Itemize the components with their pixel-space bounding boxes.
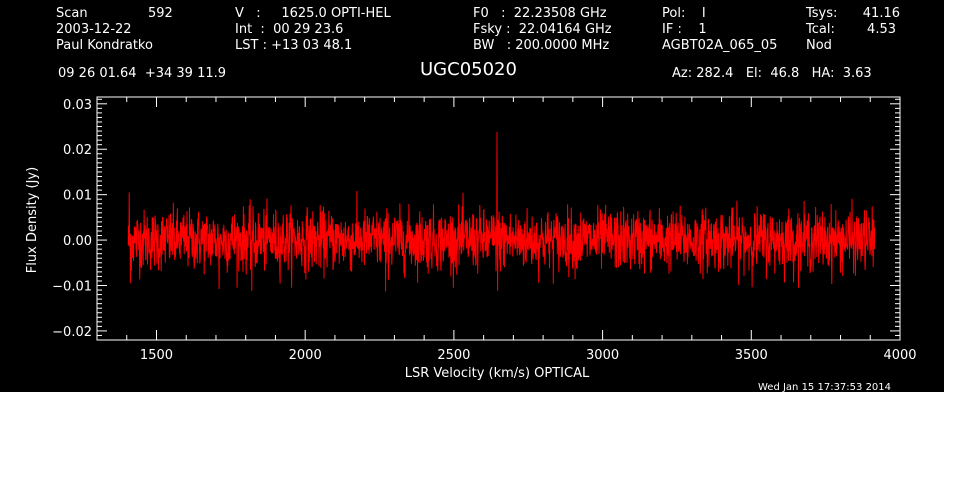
x-tick-label: 2500 xyxy=(437,348,470,363)
tick-labels: 1500 2000 2500 3000 3500 4000 −0.02 −0.01 0.00 0.… xyxy=(52,98,916,363)
tcal-label: Tcal: xyxy=(806,22,835,37)
velocity-line: V : 1625.0 OPTI-HEL xyxy=(235,6,391,21)
observer-name: Paul Kondratko xyxy=(56,38,153,53)
x-tick-label: 2000 xyxy=(289,348,322,363)
obs-date: 2003-12-22 xyxy=(56,22,132,37)
procedure-id: AGBT02A_065_05 xyxy=(662,38,778,53)
x-tick-label: 3500 xyxy=(735,348,768,363)
x-tick-label: 4000 xyxy=(883,348,916,363)
bandwidth-line: BW : 200.0000 MHz xyxy=(473,38,610,53)
integration-line: Int : 00 29 23.6 xyxy=(235,22,344,37)
tsys-value: 41.16 xyxy=(862,6,900,21)
fsky-line: Fsky : 22.04164 GHz xyxy=(473,22,612,37)
scan-value: 592 xyxy=(148,6,173,21)
plot-frame xyxy=(96,96,901,341)
scan-label: Scan xyxy=(56,6,88,21)
timestamp: Wed Jan 15 17:37:53 2014 xyxy=(758,382,892,392)
x-tick-label: 1500 xyxy=(140,348,173,363)
spectrum-line xyxy=(127,131,876,292)
spectrum-series xyxy=(127,131,876,292)
x-axis-label: LSR Velocity (km/s) OPTICAL xyxy=(405,366,590,381)
y-tick-label: −0.01 xyxy=(52,279,92,294)
obs-mode: Nod xyxy=(806,38,832,53)
y-axis-label: Flux Density (Jy) xyxy=(25,167,40,273)
f0-line: F0 : 22.23508 GHz xyxy=(473,6,607,21)
y-tick-label: 0.02 xyxy=(63,143,92,158)
source-coordinates: 09 26 01.64 +34 39 11.9 xyxy=(58,66,227,81)
plot-panel: Scan 592 2003-12-22 Paul Kondratko V : 1… xyxy=(0,0,944,392)
tsys-label: Tsys: xyxy=(806,6,838,21)
lst-line: LST : +13 03 48.1 xyxy=(235,38,353,53)
x-tick-label: 3000 xyxy=(586,348,619,363)
if-line: IF : 1 xyxy=(662,22,707,37)
tcal-value: 4.53 xyxy=(867,22,896,37)
y-tick-label: 0.01 xyxy=(63,189,92,204)
axes-frame xyxy=(96,96,901,341)
y-tick-label: 0.03 xyxy=(63,98,92,113)
y-tick-label: −0.02 xyxy=(52,325,92,340)
y-tick-label: 0.00 xyxy=(63,234,92,249)
source-name: UGC05020 xyxy=(420,59,517,80)
tick-marks xyxy=(96,97,901,341)
az-el-ha: Az: 282.4 El: 46.8 HA: 3.63 xyxy=(672,66,872,81)
polarization-line: Pol: I xyxy=(662,6,706,21)
spectrum-chart: 1500 2000 2500 3000 3500 4000 −0.02 −0.01 0.00 0.… xyxy=(25,96,917,381)
